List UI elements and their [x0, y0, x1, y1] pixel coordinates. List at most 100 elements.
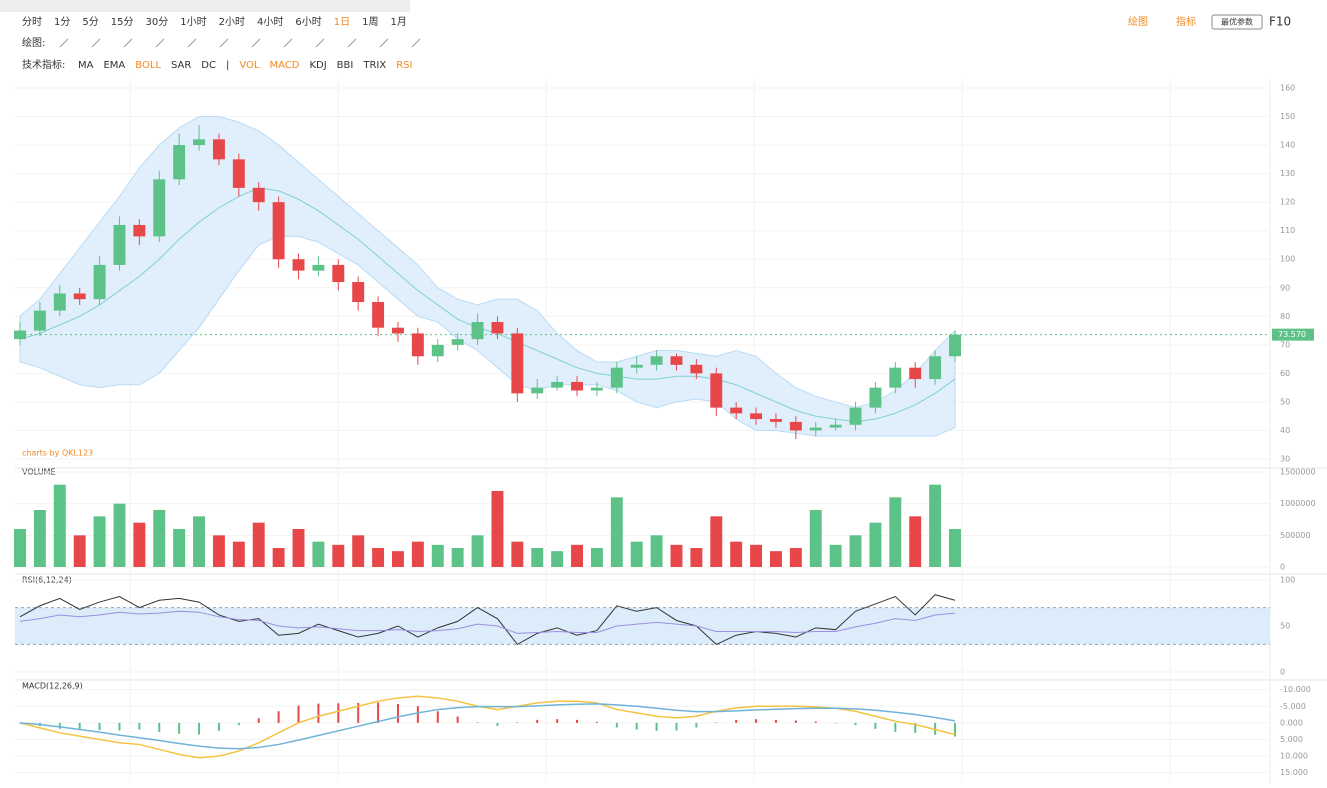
- volume-bar: [551, 551, 564, 567]
- macd-hist: [58, 722, 61, 729]
- candle-body: [372, 302, 385, 328]
- candle-body: [650, 356, 663, 365]
- macd-hist: [914, 722, 917, 733]
- macd-hist: [894, 722, 897, 732]
- macd-hist: [178, 722, 181, 734]
- y-tick-label: -5.000: [1280, 702, 1306, 711]
- candle-body: [272, 202, 285, 260]
- tool-icon[interactable]: [251, 38, 261, 48]
- volume-bar: [730, 541, 743, 567]
- timeframe-button[interactable]: 1日: [334, 17, 350, 28]
- tool-icon[interactable]: [91, 38, 101, 48]
- indicator-button[interactable]: EMA: [103, 60, 125, 71]
- volume-bar: [670, 544, 683, 567]
- indicator-button[interactable]: |: [226, 60, 229, 71]
- f10-button[interactable]: F10: [1269, 15, 1291, 29]
- y-tick-label: 50: [1280, 622, 1290, 631]
- volume-bar: [73, 535, 86, 567]
- candle-body: [571, 381, 583, 391]
- timeframe-button[interactable]: 6小时: [295, 16, 321, 28]
- candle-body: [909, 367, 922, 380]
- tool-icon[interactable]: [379, 38, 389, 48]
- timeframe-button[interactable]: 1周: [362, 16, 378, 28]
- macd-hist: [118, 722, 121, 731]
- indicator-button[interactable]: MACD: [269, 60, 299, 71]
- candle-body: [710, 373, 723, 408]
- volume-bar: [471, 535, 484, 567]
- indicator-button[interactable]: BBI: [337, 60, 354, 71]
- candle-body: [849, 407, 862, 425]
- candle-body: [392, 327, 404, 334]
- indicator-button[interactable]: KDJ: [309, 60, 326, 71]
- params-button[interactable]: 最优参数: [1221, 17, 1253, 27]
- timeframe-button[interactable]: 5分: [82, 16, 98, 28]
- rsi-line: [19, 610, 956, 634]
- candle-body: [252, 187, 265, 203]
- timeframe-button[interactable]: 1分: [54, 16, 70, 28]
- macd-hist: [277, 711, 280, 723]
- indicator-button[interactable]: RSI: [396, 60, 412, 71]
- volume-bar: [53, 484, 66, 567]
- tool-icon[interactable]: [315, 38, 325, 48]
- macd-hist: [98, 722, 101, 731]
- y-tick-label: 500000: [1280, 531, 1311, 540]
- indicator-button[interactable]: DC: [201, 60, 216, 71]
- timeframe-button[interactable]: 30分: [145, 16, 168, 28]
- macd-hist: [774, 719, 777, 723]
- params-box[interactable]: [1211, 14, 1263, 30]
- macd-hist: [476, 722, 479, 724]
- timeframe-button[interactable]: 4小时: [257, 16, 283, 28]
- timeframe-button[interactable]: 1月: [390, 16, 406, 28]
- volume-bar: [829, 544, 842, 567]
- volume-bar: [809, 510, 822, 567]
- timeframe-button[interactable]: 1小时: [180, 16, 206, 28]
- volume-bar: [949, 529, 961, 567]
- timeframe-button[interactable]: 15分: [111, 16, 134, 28]
- volume-bar: [272, 548, 285, 567]
- indicator-button[interactable]: BOLL: [135, 60, 161, 71]
- volume-bar: [869, 522, 882, 567]
- indicator-button[interactable]: SAR: [171, 60, 191, 71]
- y-tick-label: 90: [1280, 283, 1290, 292]
- macd-dea: [19, 703, 956, 750]
- y-tick-label: -10.000: [1280, 685, 1311, 694]
- volume-bar: [590, 548, 603, 567]
- indicator-button[interactable]: TRIX: [362, 60, 386, 71]
- volume-bar: [173, 529, 186, 567]
- volume-bar: [232, 541, 245, 567]
- volume-bar: [511, 541, 524, 567]
- candle-body: [352, 282, 365, 303]
- tool-icon[interactable]: [411, 38, 421, 48]
- candle-body: [193, 139, 206, 146]
- indicator-button[interactable]: MA: [78, 60, 94, 71]
- tool-icon[interactable]: [187, 38, 197, 48]
- draw-button[interactable]: 绘图: [1128, 15, 1148, 28]
- macd-hist: [217, 722, 220, 731]
- tool-icon[interactable]: [283, 38, 293, 48]
- indicator-button[interactable]: 指标: [1176, 15, 1196, 28]
- macd-hist: [874, 722, 877, 729]
- tool-icon[interactable]: [123, 38, 133, 48]
- y-tick-label: 140: [1280, 141, 1295, 150]
- y-tick-label: 120: [1280, 198, 1295, 207]
- tool-icon[interactable]: [155, 38, 165, 48]
- candle-body: [133, 224, 146, 237]
- timeframe-button[interactable]: 2小时: [219, 16, 245, 28]
- macd-hist: [377, 702, 380, 723]
- macd-hist: [516, 722, 519, 724]
- rsi-line: [19, 594, 956, 646]
- volume-bar: [690, 548, 703, 567]
- tool-icon[interactable]: [219, 38, 229, 48]
- timeframe-button[interactable]: 分时: [22, 16, 42, 28]
- volume-bar: [769, 551, 782, 567]
- macd-hist: [237, 722, 240, 726]
- candle-body: [113, 224, 126, 265]
- indicator-button[interactable]: VOL: [239, 60, 260, 71]
- y-tick-label: 1000000: [1280, 499, 1316, 508]
- tool-icon[interactable]: [59, 38, 69, 48]
- y-tick-label: 60: [1280, 369, 1290, 378]
- macd-hist: [615, 722, 618, 728]
- tool-icon[interactable]: [347, 38, 357, 48]
